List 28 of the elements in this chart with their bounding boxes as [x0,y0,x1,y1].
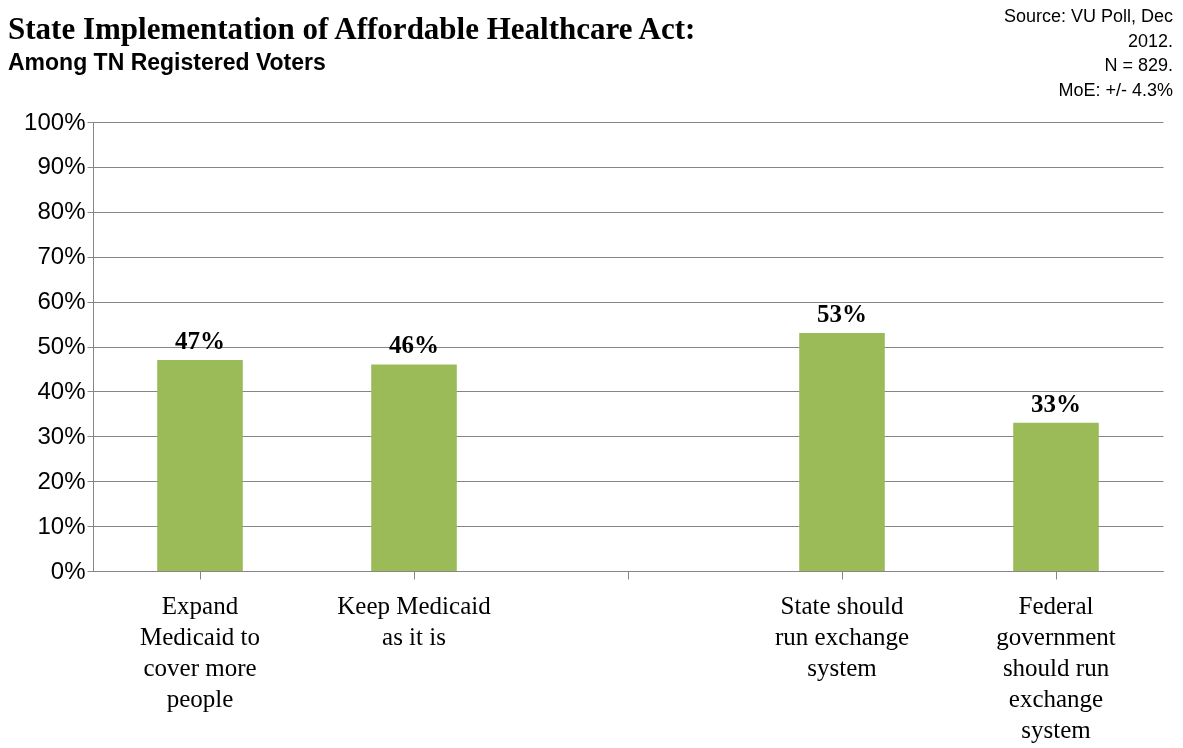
data-label: 33% [1031,389,1081,417]
bar [157,359,243,571]
y-tick-label: 80% [37,197,86,225]
y-tick-label: 90% [37,152,86,180]
source-note: Source: VU Poll, Dec 2012. [1002,5,1173,53]
y-tick-label: 40% [37,376,86,404]
data-label: 46% [389,331,439,359]
y-tick-label: 70% [37,242,86,270]
data-label: 47% [175,326,225,354]
data-label: 53% [817,300,867,328]
y-tick-label: 60% [37,287,86,315]
chart-title: State Implementation of Affordable Healthcare Act: [8,11,696,46]
y-tick-label: 10% [37,511,86,539]
x-tick-label: Expand Medicaid to cover more people [139,591,261,712]
y-tick-label: 100% [24,107,86,135]
bar [799,333,885,571]
x-tick-label: Keep Medicaid as it is [337,591,492,650]
x-tick-label: Federal government should run exchange system [996,591,1116,743]
y-tick-label: 20% [37,466,86,494]
y-tick-label: 50% [37,332,86,359]
bar [1013,422,1099,571]
text: MoE: +/- 4.3% [1057,78,1173,102]
chart-subtitle: Among TN Registered Voters [8,49,326,75]
bar [371,364,457,571]
x-tick-label: State should run exchange system [775,591,909,681]
y-tick-label: 30% [37,421,86,449]
y-tick-label: 0% [50,556,86,584]
text: N = 829. [1103,54,1173,77]
